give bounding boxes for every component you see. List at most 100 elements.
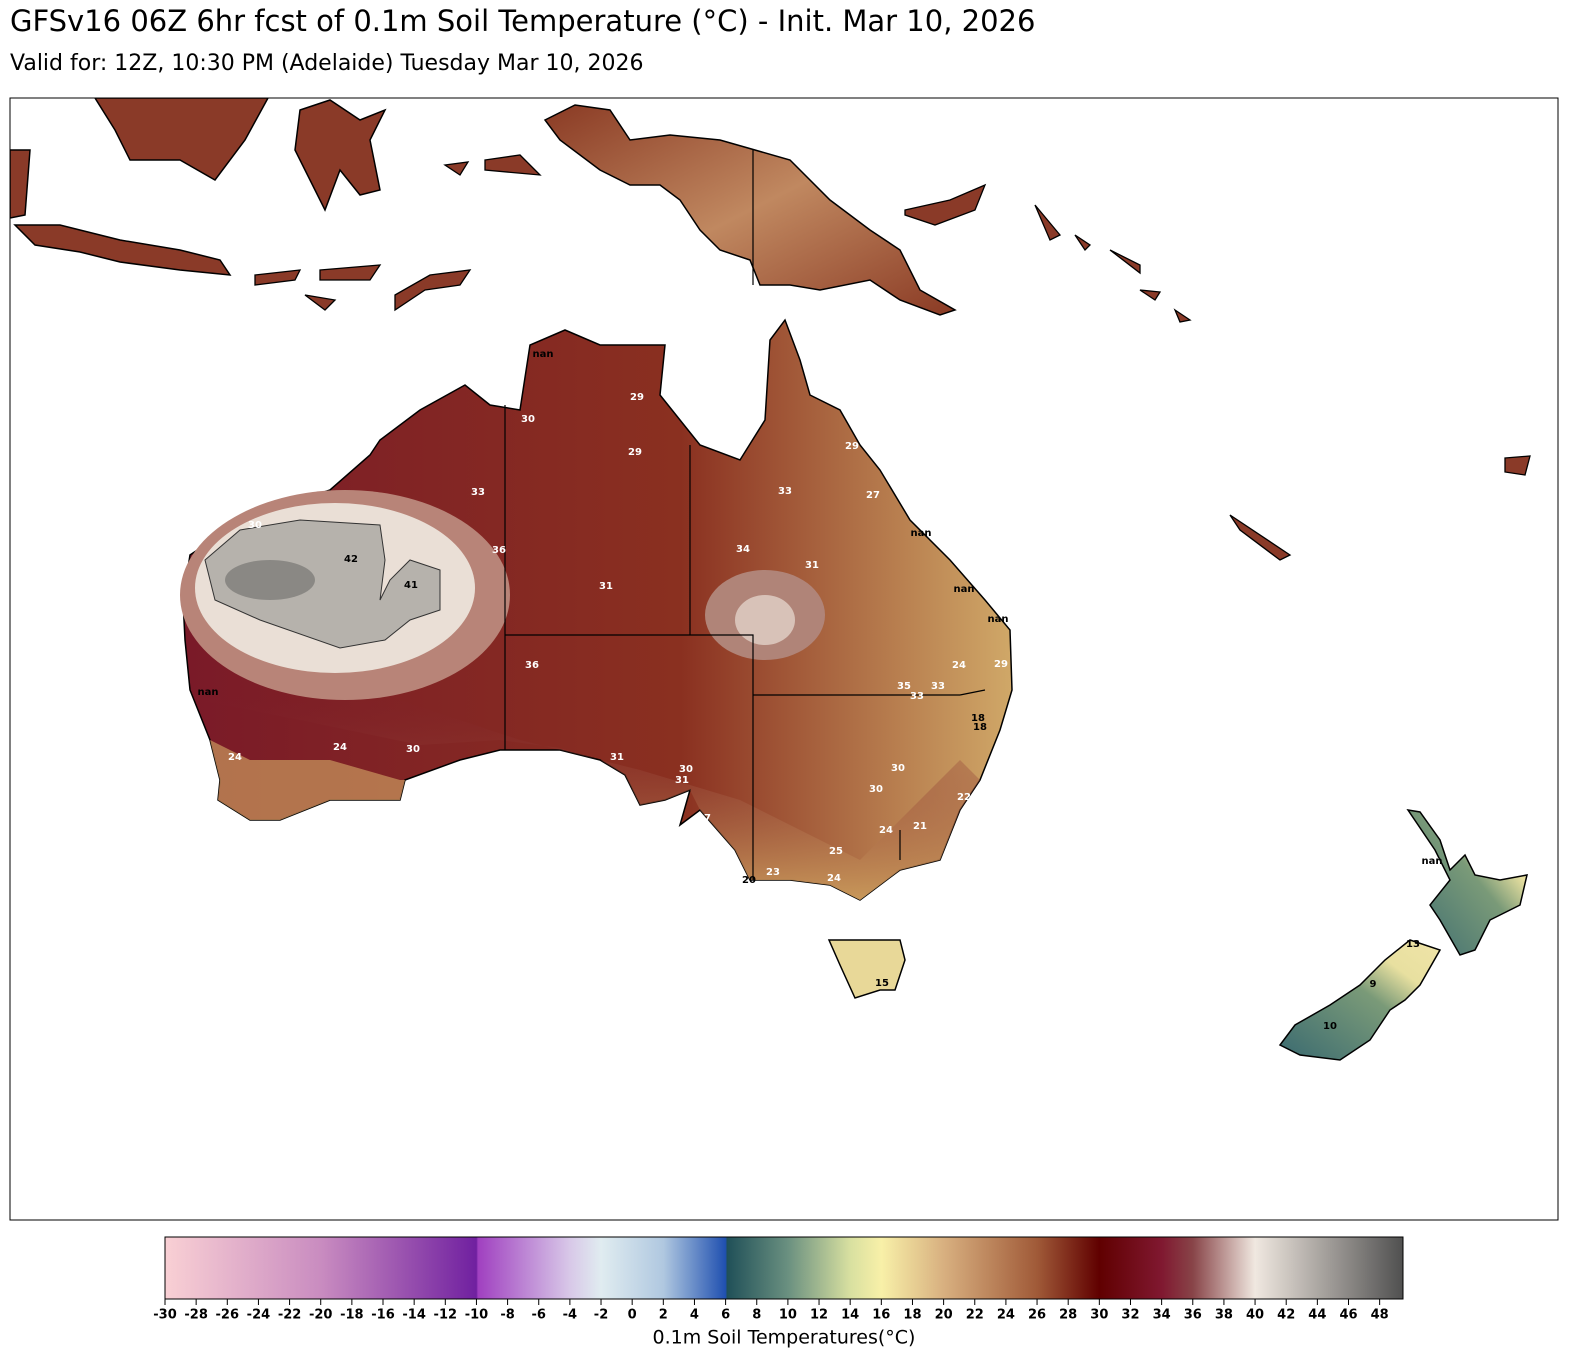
peak-zone [225,560,315,600]
colorbar-tick-label: 6 [721,1308,730,1323]
colorbar-tick-label: 48 [1371,1308,1389,1323]
colorbar-tick-label: 28 [1059,1308,1077,1323]
colorbar-fill [164,1236,1404,1300]
map-value-label: 24 [228,752,242,763]
map-value-label: nan [198,687,219,698]
south-coast [200,690,980,900]
map-value-label: 41 [404,580,418,591]
colorbar-tick-label: -4 [563,1308,577,1323]
colorbar-tick-label: 24 [997,1308,1015,1323]
map-value-label: 31 [599,581,613,592]
map-value-label: 27 [697,813,711,824]
colorbar-tick-label: 46 [1339,1308,1357,1323]
colorbar-tick-label: 26 [1028,1308,1046,1323]
map-value-label: 27 [866,490,880,501]
colorbar-tick-label: -16 [371,1308,395,1323]
colorbar-label: 0.1m Soil Temperatures(°C) [653,1327,916,1349]
map-value-label: 33 [931,681,945,692]
colorbar-tick-label: -2 [594,1308,608,1323]
sulawesi [294,99,387,212]
map-value-label: 18 [973,722,987,733]
map-value-label: 29 [845,441,859,452]
map-value-label: 24 [952,660,966,671]
colorbar-tick-label: 8 [752,1308,761,1323]
map-value-label: 24 [879,825,893,836]
map-value-label: nan [954,584,975,595]
colorbar-tick-label: -8 [500,1308,514,1323]
java [13,224,232,276]
map-value-label: 29 [628,447,642,458]
map-value-label: 30 [891,763,905,774]
map-value-label: nan [911,528,932,539]
colorbar-tick-label: 42 [1277,1308,1295,1323]
map-value-label: 33 [778,486,792,497]
land [10,98,1531,1061]
map-value-label: 24 [827,873,841,884]
colorbar-tick-label: 18 [903,1308,921,1323]
map-value-label: 10 [1323,1021,1337,1032]
map-value-label: 15 [875,978,889,989]
map-value-label: 30 [679,764,693,775]
colorbar: 0.1m Soil Temperatures(°C) -30 -2 8 -26 -24 -… [153,1236,1404,1349]
map-labels: nan 29 30 29 29 33 33 27 30 nan 36 34 42 31 41 31 nan nan… [198,349,1443,1032]
map-value-label: 33 [910,691,924,702]
new-guinea [543,104,957,316]
colorbar-tick-label: 40 [1246,1308,1264,1323]
colorbar-tick-label: 4 [690,1308,699,1323]
map-frame [9,97,1559,1221]
australia [182,318,1013,901]
colorbar-tick-label: -6 [532,1308,546,1323]
colorbar-tick-label: -20 [309,1308,333,1323]
map-value-label: 21 [913,821,927,832]
colorbar-tick-label: 34 [1153,1308,1171,1323]
map-value-label: 29 [630,392,644,403]
colorbar-tick-label: 38 [1215,1308,1233,1323]
colorbar-tick-label: -24 [247,1308,271,1323]
map-value-label: nan [533,349,554,360]
map-value-label: 31 [675,775,689,786]
map-value-label: 35 [897,681,911,692]
map-value-label: nan [988,614,1009,625]
map-value-label: 36 [492,545,506,556]
map-value-label: 30 [248,520,262,531]
sumatra [10,149,31,219]
colorbar-tick-label: 0 [628,1308,637,1323]
map-value-label: 29 [994,659,1008,670]
map-value-label: 30 [406,744,420,755]
colorbar-tick-label: -14 [402,1308,426,1323]
colorbar-tick-label: 36 [1184,1308,1202,1323]
colorbar-tick-label: 32 [1121,1308,1139,1323]
map-value-label: 42 [344,554,358,565]
map-value-label: 34 [736,544,750,555]
colorbar-tick-label: 10 [779,1308,797,1323]
colorbar-tick-label: 44 [1308,1308,1326,1323]
map-value-label: 31 [610,752,624,763]
title: GFSv16 06Z 6hr fcst of 0.1m Soil Tempera… [10,4,1035,38]
colorbar-tick-label: -30 [153,1308,177,1323]
hottest-zone [204,519,441,649]
map-value-label: 33 [471,487,485,498]
colorbar-tick-label: 16 [872,1308,890,1323]
nz-south [1278,939,1442,1061]
colorbar-tick-label: -10 [465,1308,489,1323]
southwest [210,740,405,820]
map-value-label: 24 [333,742,347,753]
colorbar-tick-label: -18 [340,1308,364,1323]
state-borders [504,150,986,880]
borneo [94,98,269,181]
nz-north [1406,808,1528,956]
map-value-label: 25 [829,846,843,857]
colorbar-tick-label: -26 [216,1308,240,1323]
map-value-label: 23 [766,867,780,878]
colorbar-tick-label: 20 [935,1308,953,1323]
colorbar-tick-label: -12 [434,1308,458,1323]
map-value-label: 36 [525,660,539,671]
colorbar-tick-label: 22 [966,1308,984,1323]
tasmania [827,939,906,999]
colorbar-tick-label: 12 [810,1308,828,1323]
map-value-label: 31 [805,560,819,571]
map: nan 29 30 29 29 33 33 27 30 nan 36 34 42 31 41 31 nan nan… [9,97,1559,1221]
subtitle: Valid for: 12Z, 10:30 PM (Adelaide) Tues… [10,51,643,76]
colorbar-tick-label: 30 [1090,1308,1108,1323]
